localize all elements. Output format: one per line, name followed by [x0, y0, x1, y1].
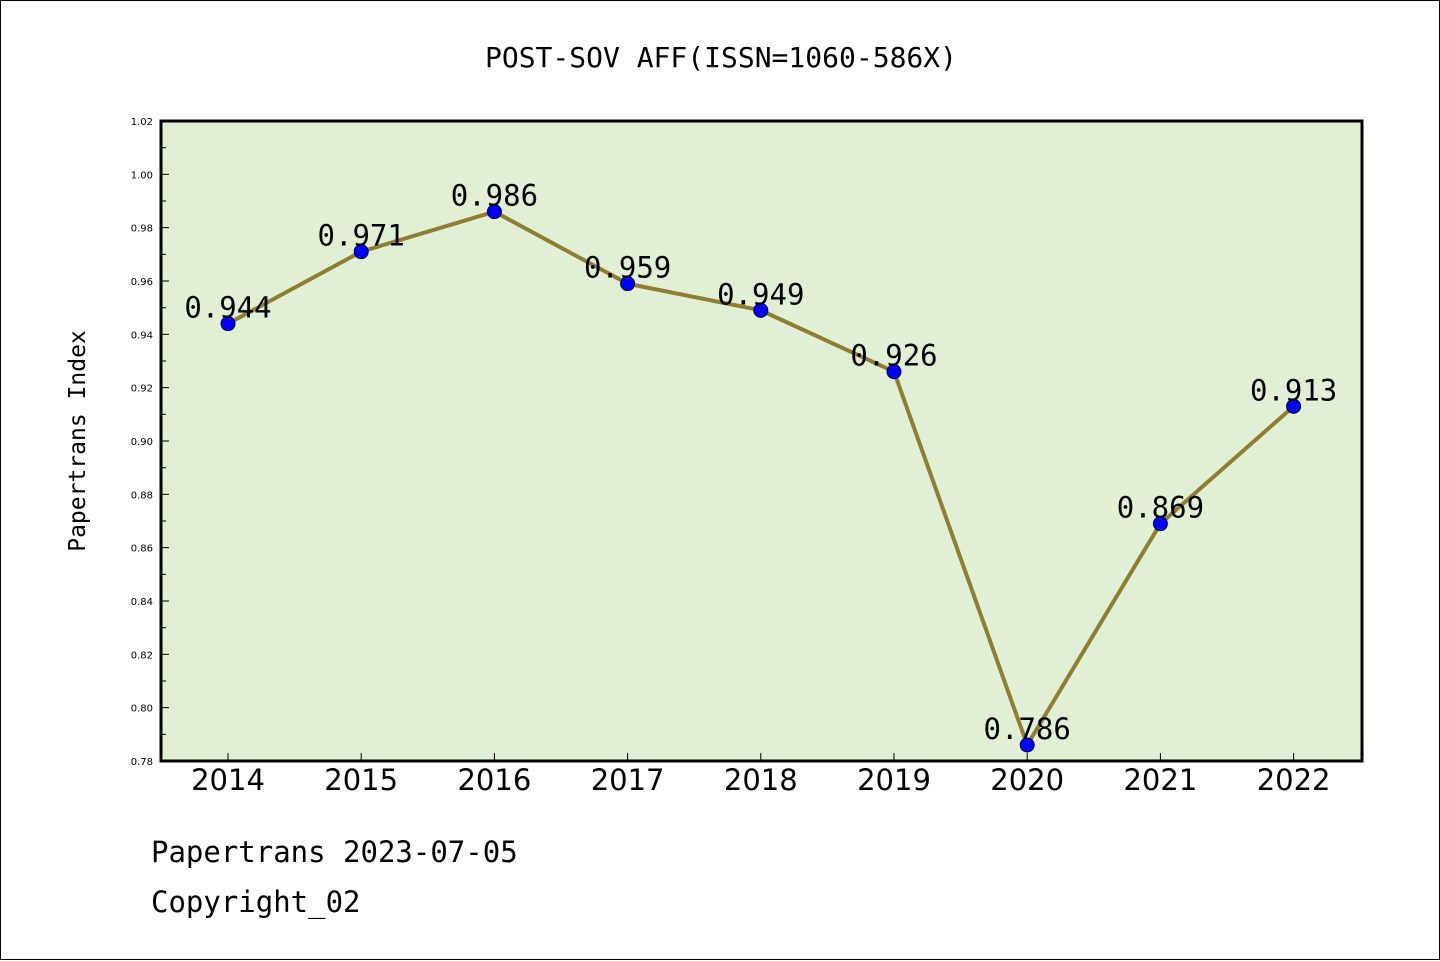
- y-tick-label: 0.92: [131, 384, 153, 395]
- footer-date: Papertrans 2023-07-05: [151, 835, 518, 869]
- x-tick-label: 2017: [591, 763, 665, 797]
- data-point-marker: [220, 316, 236, 332]
- footer-copyright: Copyright_02: [151, 885, 361, 919]
- data-label: 0.926: [850, 339, 937, 373]
- data-point-marker: [886, 364, 902, 380]
- data-point-marker: [1152, 516, 1168, 532]
- y-tick-label: 0.86: [131, 544, 153, 555]
- chart-title: POST-SOV AFF(ISSN=1060-586X): [485, 41, 957, 74]
- data-point-marker: [753, 302, 769, 318]
- y-tick-label: 0.78: [131, 757, 153, 768]
- data-label: 0.869: [1117, 491, 1204, 525]
- data-label: 0.786: [984, 712, 1071, 746]
- data-label: 0.949: [717, 277, 804, 311]
- y-tick-label: 0.94: [131, 330, 153, 341]
- data-point-marker: [620, 276, 636, 292]
- data-label: 0.944: [184, 291, 271, 325]
- y-tick-label: 0.96: [131, 277, 153, 288]
- data-point-marker: [1286, 398, 1302, 414]
- y-tick-label: 1.02: [131, 117, 153, 128]
- plot-border: [159, 119, 1364, 763]
- y-tick-label: 0.80: [131, 704, 153, 715]
- x-tick-label: 2021: [1123, 763, 1197, 797]
- x-tick-label: 2019: [857, 763, 931, 797]
- data-point-marker: [486, 204, 502, 220]
- x-tick-label: 2018: [724, 763, 798, 797]
- x-tick-label: 2014: [191, 763, 265, 797]
- y-axis-label: Papertrans Index: [65, 330, 91, 552]
- data-label: 0.971: [318, 219, 405, 253]
- x-tick-label: 2015: [324, 763, 398, 797]
- data-point-marker: [1019, 737, 1035, 753]
- plot-area: [161, 121, 1362, 761]
- y-tick-label: 0.88: [131, 490, 153, 501]
- y-tick-label: 0.82: [131, 650, 153, 661]
- x-tick-label: 2016: [457, 763, 531, 797]
- y-tick-label: 0.90: [131, 437, 153, 448]
- data-label: 0.959: [584, 251, 671, 285]
- data-label: 0.913: [1250, 373, 1337, 407]
- y-tick-label: 0.84: [131, 597, 153, 608]
- x-tick-label: 2020: [990, 763, 1064, 797]
- y-tick-label: 0.98: [131, 224, 153, 235]
- data-point-marker: [353, 244, 369, 260]
- y-tick-label: 1.00: [131, 170, 153, 181]
- data-label: 0.986: [451, 179, 538, 213]
- x-tick-label: 2022: [1257, 763, 1331, 797]
